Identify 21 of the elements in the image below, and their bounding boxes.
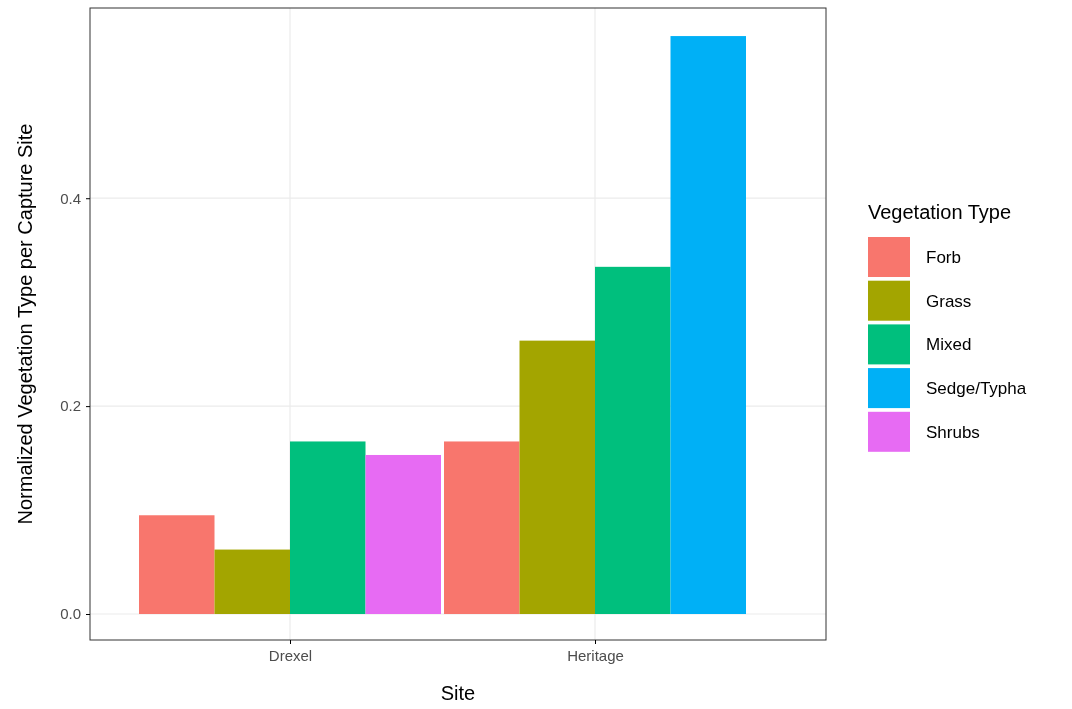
- x-tick-label: Heritage: [567, 646, 624, 664]
- y-tick-label: 0.0: [60, 605, 81, 623]
- bar: [365, 454, 441, 615]
- bar: [670, 36, 746, 615]
- legend-label: Forb: [926, 248, 961, 267]
- x-axis-title: Site: [440, 682, 476, 704]
- y-tick-label: 0.4: [60, 189, 81, 207]
- y-axis-title: Normalized Vegetation Type per Capture Site: [14, 123, 36, 525]
- legend-label: Mixed: [926, 335, 972, 355]
- bar: [214, 549, 290, 615]
- bar: [290, 441, 366, 615]
- legend-title: Vegetation Type: [868, 201, 1012, 223]
- bar: [444, 441, 520, 615]
- bar: [519, 340, 595, 615]
- legend-label: Sedge/Typha: [926, 379, 1027, 399]
- legend-label: Shrubs: [926, 422, 980, 442]
- legend-label: Grass: [926, 291, 972, 311]
- y-tick-label: 0.2: [60, 397, 81, 415]
- x-tick-label: Drexel: [268, 646, 313, 664]
- bar: [139, 515, 215, 615]
- bar: [595, 266, 671, 615]
